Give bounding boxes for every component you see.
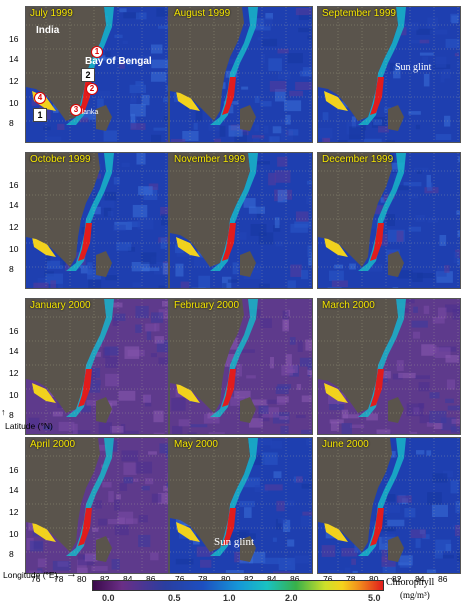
x-tick-label: 82 (100, 574, 110, 584)
y-tick-label: 14 (9, 346, 19, 356)
y-tick-label: 12 (9, 368, 19, 378)
x-axis-arrow: → (66, 568, 77, 580)
map-image (26, 153, 168, 288)
colorbar-unit: (mg/m³) (400, 590, 430, 600)
marker-circle-4: 4 (34, 92, 46, 104)
y-tick-label: 10 (9, 244, 19, 254)
chlorophyll-colorbar (92, 580, 384, 591)
panel-title: May 2000 (174, 439, 218, 450)
y-tick-label: 8 (9, 410, 14, 420)
x-tick-label: 84 (415, 574, 425, 584)
y-axis-arrow: ↑ (1, 407, 6, 417)
panel-title: October 1999 (30, 154, 91, 165)
marker-circle-1: 1 (91, 46, 103, 58)
y-tick-label: 14 (9, 200, 19, 210)
map-image (318, 299, 460, 434)
map-panel: October 1999 (25, 152, 169, 289)
panel-title: April 2000 (30, 439, 76, 450)
y-tick-label: 8 (9, 264, 14, 274)
y-tick-label: 10 (9, 529, 19, 539)
x-tick-label: 86 (290, 574, 300, 584)
y-tick-label: 16 (9, 326, 19, 336)
x-axis-label: Longitude (°E) (3, 570, 58, 580)
x-tick-label: 78 (346, 574, 356, 584)
x-tick-label: 80 (77, 574, 87, 584)
colorbar-tick-label: 1.0 (223, 593, 236, 603)
map-image (318, 7, 460, 142)
y-tick-label: 16 (9, 465, 19, 475)
x-tick-label: 76 (31, 574, 41, 584)
marker-square-2: 2 (81, 68, 95, 82)
panel-title: September 1999 (322, 8, 396, 19)
x-tick-label: 76 (323, 574, 333, 584)
marker-square-1: 1 (33, 108, 47, 122)
marker-circle-3: 3 (70, 104, 82, 116)
marker-circle-2: 2 (86, 83, 98, 95)
panel-title: July 1999 (30, 8, 73, 19)
x-tick-label: 84 (123, 574, 133, 584)
map-image (170, 153, 312, 288)
label-srilanka: Srilanka (73, 109, 99, 116)
panel-title: March 2000 (322, 300, 375, 311)
map-image (170, 438, 312, 573)
x-tick-label: 78 (198, 574, 208, 584)
x-tick-label: 82 (244, 574, 254, 584)
map-panel: June 2000 (317, 437, 461, 574)
colorbar-tick-label: 0.0 (102, 593, 115, 603)
map-image (318, 438, 460, 573)
map-panel: December 1999 (317, 152, 461, 289)
colorbar-tick-label: 0.5 (168, 593, 181, 603)
panel-title: November 1999 (174, 154, 246, 165)
map-panel: April 2000 (25, 437, 169, 574)
label-bay-of-bengal: Bay of Bengal (85, 56, 152, 67)
y-tick-label: 10 (9, 390, 19, 400)
map-panel: August 1999 (169, 6, 313, 143)
colorbar-tick-label: 2.0 (285, 593, 298, 603)
x-tick-label: 86 (438, 574, 448, 584)
y-tick-label: 12 (9, 507, 19, 517)
map-panel: September 1999 (317, 6, 461, 143)
colorbar-tick-label: 5.0 (368, 593, 381, 603)
panel-title: February 2000 (174, 300, 240, 311)
x-tick-label: 80 (221, 574, 231, 584)
y-axis-label: Latitude (°N) (5, 421, 53, 431)
y-tick-label: 12 (9, 76, 19, 86)
panel-title: June 2000 (322, 439, 369, 450)
label-sun-glint-september: Sun glint (395, 62, 432, 73)
x-tick-label: 80 (369, 574, 379, 584)
map-image (170, 7, 312, 142)
map-panel: March 2000 (317, 298, 461, 435)
map-panel: January 2000 (25, 298, 169, 435)
y-tick-label: 12 (9, 222, 19, 232)
x-tick-label: 82 (392, 574, 402, 584)
y-tick-label: 14 (9, 54, 19, 64)
y-tick-label: 8 (9, 118, 14, 128)
map-panel: February 2000 (169, 298, 313, 435)
x-tick-label: 86 (146, 574, 156, 584)
map-image (26, 299, 168, 434)
map-image (170, 299, 312, 434)
map-image (26, 438, 168, 573)
x-tick-label: 78 (54, 574, 64, 584)
panel-title: January 2000 (30, 300, 91, 311)
label-sun-glint-may: Sun glint (214, 536, 255, 548)
y-tick-label: 10 (9, 98, 19, 108)
map-panel: November 1999 (169, 152, 313, 289)
y-tick-label: 14 (9, 485, 19, 495)
map-panel: May 2000 (169, 437, 313, 574)
y-tick-label: 16 (9, 34, 19, 44)
colorbar-label: Chlorophyll (386, 577, 435, 588)
x-tick-label: 76 (175, 574, 185, 584)
label-india: India (36, 25, 60, 36)
x-tick-label: 84 (267, 574, 277, 584)
y-tick-label: 16 (9, 180, 19, 190)
panel-title: August 1999 (174, 8, 231, 19)
y-tick-label: 8 (9, 549, 14, 559)
map-image (318, 153, 460, 288)
panel-title: December 1999 (322, 154, 394, 165)
